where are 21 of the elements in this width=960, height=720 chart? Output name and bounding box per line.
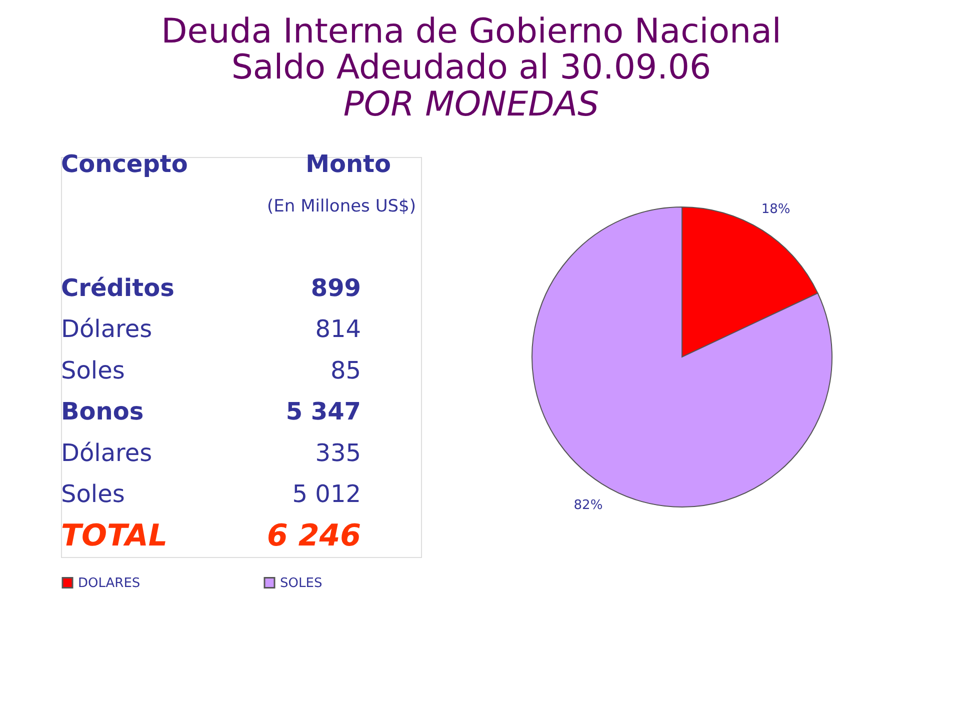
data-label: 899 [310,274,361,302]
text: Concepto [61,150,188,178]
category-label: TOTAL [61,518,168,554]
category-label: Bonos [61,398,144,426]
data-label: 18% [761,202,790,218]
category-label: Soles [61,480,125,508]
category-label: Créditos [61,274,174,302]
text: Monto [306,150,391,178]
legend-label: SOLES [280,576,322,591]
data-label: 5 347 [286,398,361,426]
category-label: Soles [61,356,125,384]
data-label: 335 [315,438,361,467]
data-label: 5 012 [292,480,361,508]
text: (En Millones US$) [267,196,416,216]
legend-label: DOLARES [78,576,140,591]
data-label: 82% [574,498,603,513]
category-label: Dólares [61,315,152,344]
category-label: Dólares [61,438,152,467]
data-label: 85 [330,356,361,384]
data-label: 814 [315,315,361,344]
data-label: 6 246 [267,518,361,554]
